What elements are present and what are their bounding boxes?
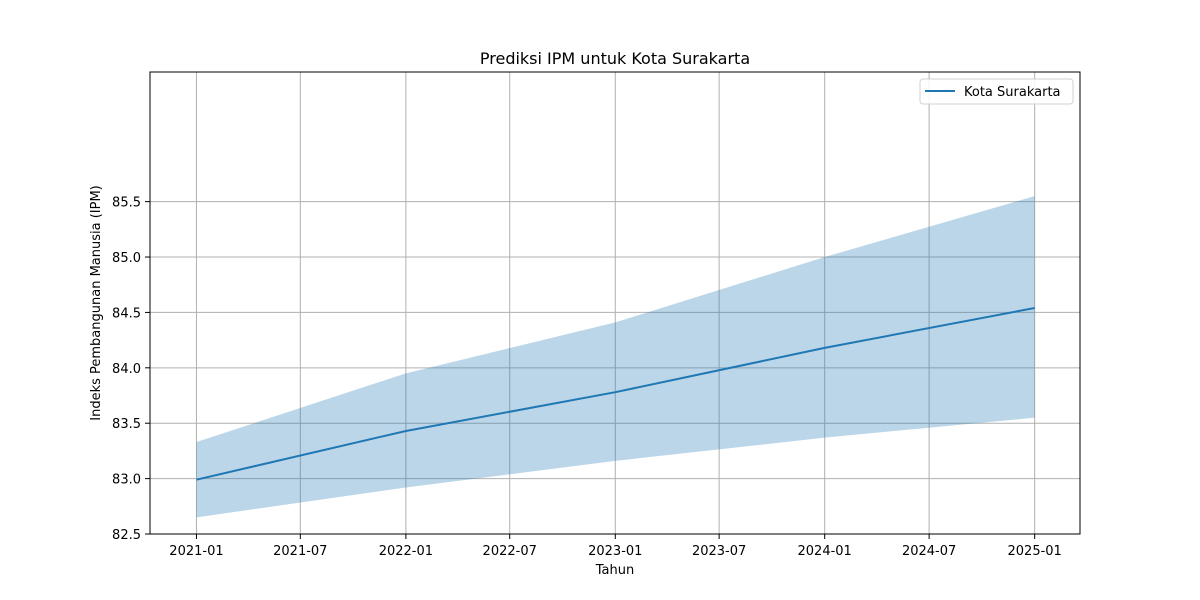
- tick-layer: 2021-01 2021-07 2022-01 2022-07 2023-01 2023-…: [112, 196, 1062, 559]
- x-tick-label: 2021-01: [169, 544, 223, 559]
- y-tick-label: 85.5: [112, 196, 141, 211]
- y-tick-label: 82.5: [112, 528, 141, 543]
- x-tick-label: 2025-01: [1008, 544, 1062, 559]
- legend: Kota Surakarta: [919, 78, 1074, 105]
- y-tick-label: 84.5: [112, 306, 141, 321]
- x-tick-label: 2022-07: [483, 544, 537, 559]
- confidence-band: [196, 196, 1035, 518]
- x-tick-label: 2022-01: [379, 544, 433, 559]
- legend-box: [919, 78, 1074, 105]
- chart-title: Prediksi IPM untuk Kota Surakarta: [480, 49, 750, 68]
- y-tick-label: 84.0: [112, 362, 141, 377]
- x-tick-label: 2024-07: [902, 544, 956, 559]
- y-tick-label: 85.0: [112, 251, 141, 266]
- y-tick-label: 83.5: [112, 417, 141, 432]
- x-tick-label: 2024-01: [798, 544, 852, 559]
- x-tick-label: 2021-07: [273, 544, 327, 559]
- plot-frame: [149, 71, 1081, 535]
- series-line-layer: [196, 307, 1035, 481]
- legend-label: Kota Surakarta: [964, 85, 1061, 100]
- x-tick-label: 2023-01: [588, 544, 642, 559]
- x-tick-label: 2023-07: [692, 544, 746, 559]
- y-axis-label: Indeks Pembangunan Manusia (IPM): [89, 185, 104, 421]
- x-axis-label: Tahun: [595, 563, 634, 578]
- y-tick-label: 83.0: [112, 473, 141, 488]
- confidence-band-layer: [196, 196, 1035, 518]
